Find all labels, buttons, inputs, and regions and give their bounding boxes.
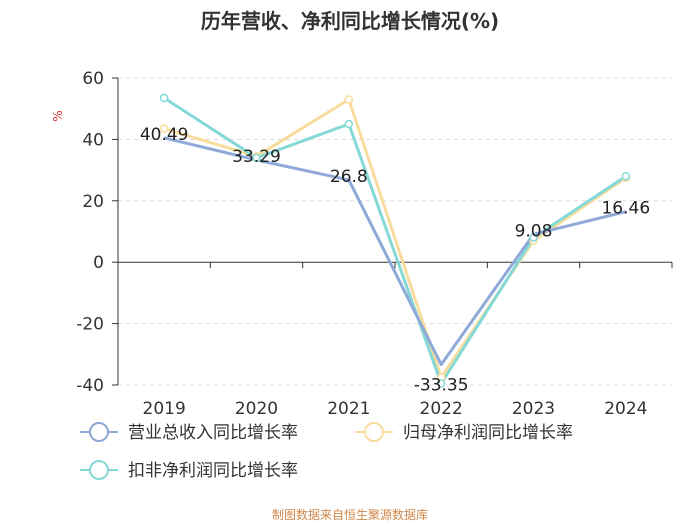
series-2-point-0 [159,93,169,103]
y-tick-label-3: 0 [93,253,104,273]
data-labels: 40.49 33.29 26.8 -33.35 9.08 16.46 [140,125,650,396]
y-tick-label-0: 60 [82,69,104,89]
x-tick-label-1: 2020 [235,399,278,419]
y-tick-label-1: 40 [82,130,104,150]
data-label-1: 33.29 [232,147,281,167]
legend-marker-0 [89,422,109,442]
x-tick-label-5: 2024 [604,399,647,419]
legend-label-2: 扣非净利润同比增长率 [128,461,298,481]
x-tick-label-4: 2023 [512,399,555,419]
grid-lines [118,77,672,386]
legend-marker-1 [364,422,384,442]
data-label-4: 9.08 [515,221,553,241]
y-tick-label-4: -20 [76,315,104,335]
chart-title: 历年营收、净利同比增长情况(%) [201,9,499,33]
series-line-2 [163,96,627,385]
legend-label-0: 营业总收入同比增长率 [128,423,298,443]
series-2-point-5 [621,171,631,181]
y-tick-label-5: -40 [76,376,104,396]
y-axis-label: % [51,110,65,121]
series-2-point-3 [436,379,446,388]
series-1-point-0 [159,124,169,133]
series-2-point-4 [529,233,538,242]
legend-marker-2 [89,460,109,480]
x-tick-label-3: 2022 [420,399,463,419]
x-tick-label-2: 2021 [327,399,370,419]
data-label-3: -33.35 [414,376,469,396]
data-label-0: 40.49 [140,125,189,145]
series-2-point-1 [252,153,261,163]
source-note: 制图数据来自恒生聚源数据库 [272,507,428,522]
series-1-point-2 [344,95,354,104]
x-tick-label-0: 2019 [143,399,186,419]
series-2-point-2 [344,119,354,129]
series-lines [159,93,631,388]
x-ticks: 2019 2020 2021 2022 2023 2024 [143,262,673,419]
legend-label-1: 归母净利润同比增长率 [403,423,573,443]
series-line-0 [163,136,627,367]
y-tick-label-2: 20 [82,192,104,212]
data-label-5: 16.46 [601,199,650,219]
data-label-2: 26.8 [330,167,368,187]
y-ticks: 60 40 20 0 -20 -40 [76,69,118,396]
